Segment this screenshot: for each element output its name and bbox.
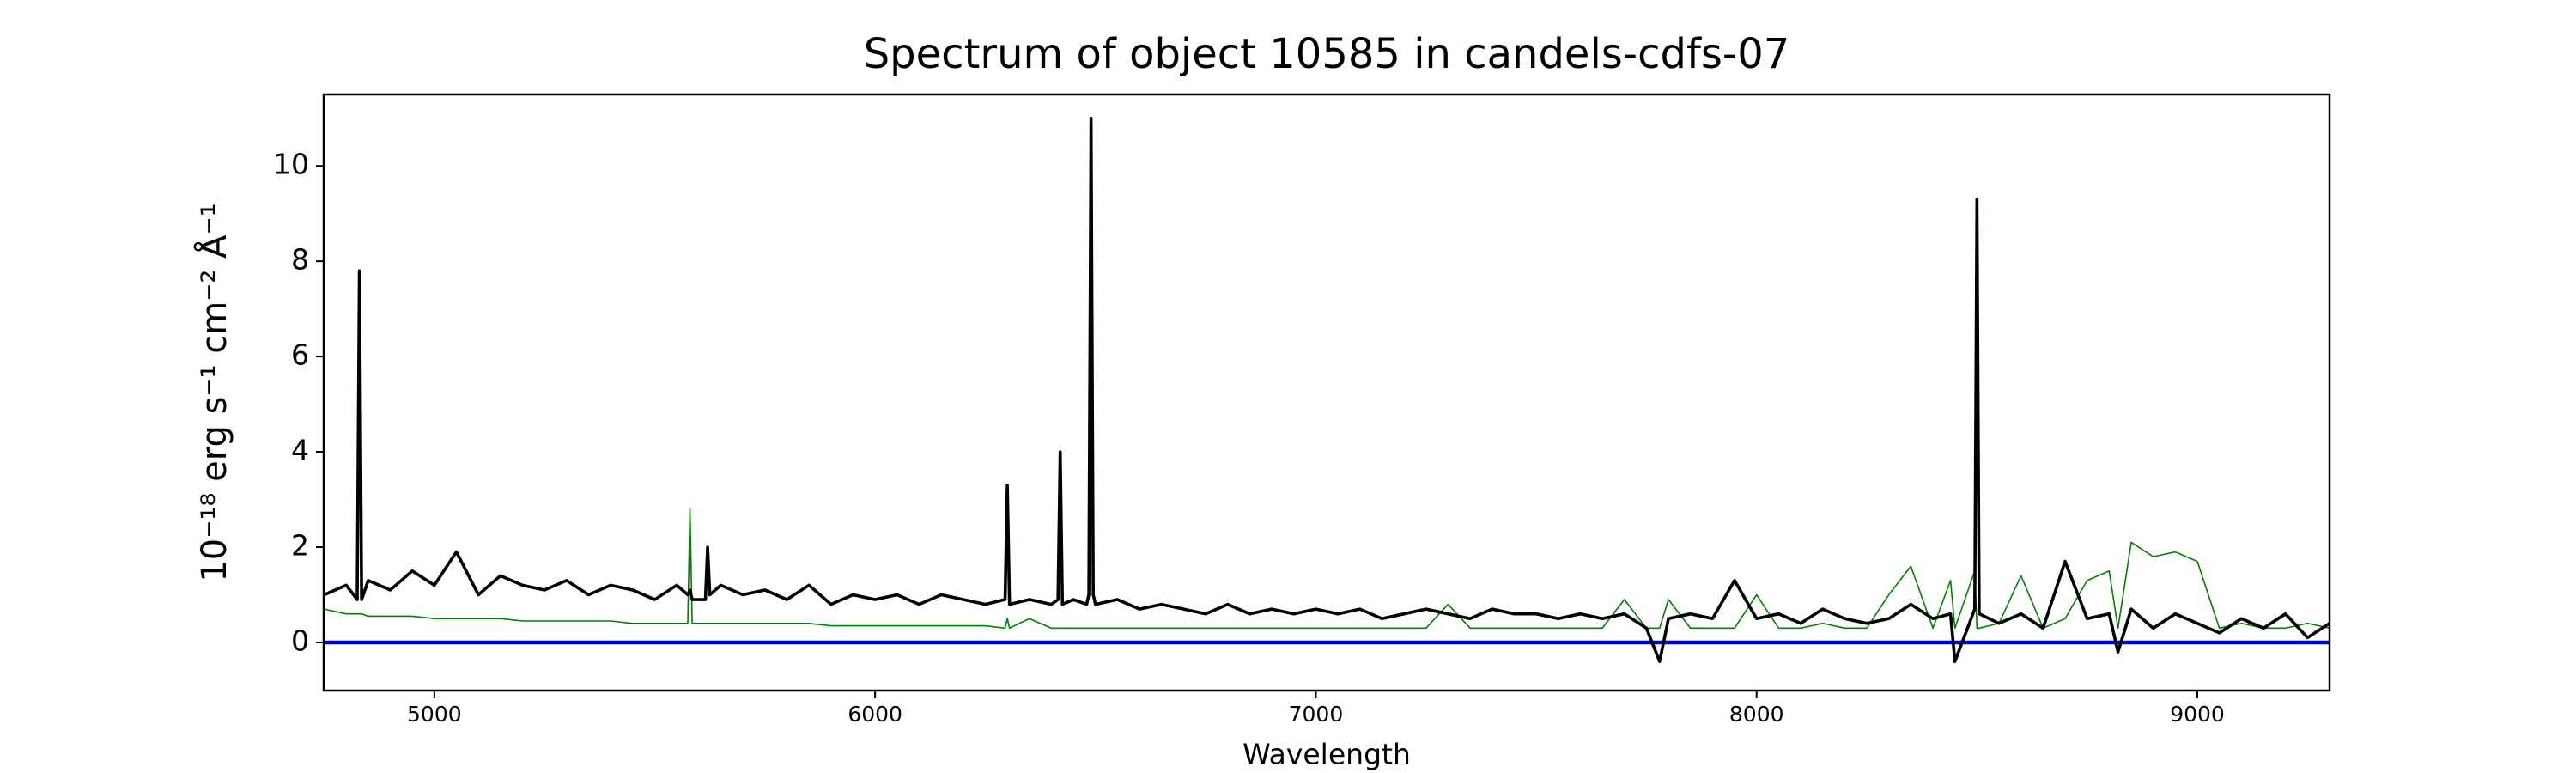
y-tick-label: 8 xyxy=(291,243,309,277)
y-tick-label: 10 xyxy=(273,148,309,181)
y-tick-label: 6 xyxy=(291,338,309,372)
x-tick-label: 7000 xyxy=(1289,702,1344,727)
x-axis-label: Wavelength xyxy=(1242,738,1411,771)
spectrum-line xyxy=(324,116,2330,663)
y-tick-label: 2 xyxy=(291,529,309,563)
x-tick-label: 8000 xyxy=(1729,702,1784,727)
plot-frame xyxy=(322,93,2331,692)
y-axis-label: 10⁻¹⁸ erg s⁻¹ cm⁻² Å⁻¹ xyxy=(193,203,234,581)
y-tick-label: 4 xyxy=(291,434,309,467)
plot-area xyxy=(324,116,2330,663)
chart-title: Spectrum of object 10585 in candels-cdfs… xyxy=(864,30,1790,78)
x-tick-label: 5000 xyxy=(407,702,462,727)
x-tick-label: 6000 xyxy=(848,702,902,727)
y-tick-label: 0 xyxy=(291,624,309,657)
x-tick-label: 9000 xyxy=(2170,702,2225,727)
